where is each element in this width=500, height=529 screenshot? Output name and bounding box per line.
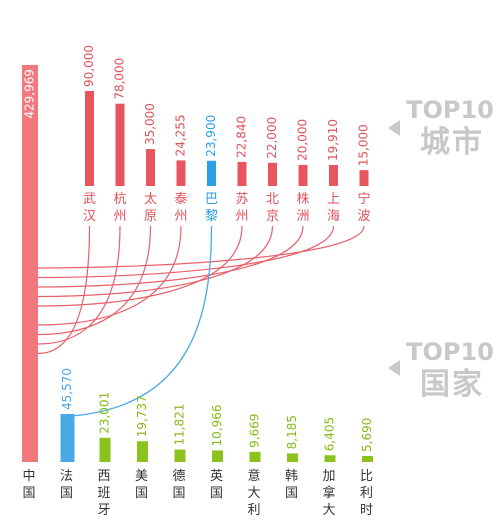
country-bar	[324, 455, 336, 462]
city-value-label: 35,000	[143, 103, 157, 145]
city-china-connector	[37, 225, 274, 298]
city-bar	[207, 160, 216, 186]
city-value-label: 90,000	[82, 45, 96, 87]
country-label: 加拿大	[322, 469, 335, 518]
badge-arrow-icon	[388, 120, 400, 136]
city-bar	[359, 170, 369, 186]
country-value-label: 23,001	[98, 392, 112, 434]
city-value-label: 20,000	[296, 119, 310, 161]
country-bar	[60, 414, 75, 462]
city-china-connector	[37, 225, 335, 279]
badge-top-label: TOP10	[406, 96, 494, 124]
country-value-label: 10,966	[210, 404, 224, 446]
city-china-connector	[37, 225, 182, 326]
city-value-label: 78,000	[113, 58, 127, 100]
city-bar	[146, 149, 155, 186]
country-value-label: 8,185	[285, 415, 299, 449]
city-bar	[237, 161, 247, 186]
country-bar	[287, 453, 298, 462]
city-bar	[298, 164, 308, 186]
country-bar	[137, 441, 148, 462]
country-bar	[174, 449, 186, 462]
city-china-connector	[37, 225, 121, 345]
paris-france-connector	[71, 225, 213, 417]
country-label: 意大利	[247, 468, 260, 518]
city-value-label: 24,255	[174, 114, 188, 156]
city-label: 巴黎	[205, 192, 218, 224]
city-china-connector	[37, 225, 91, 355]
city-value-label: 23,900	[204, 115, 218, 157]
city-value-label: 15,000	[357, 124, 371, 166]
city-china-connector	[37, 225, 152, 336]
city-label: 太原	[144, 192, 157, 224]
city-bars: 15,000 宁波 19,910 上海 20,000 株洲 22,000 北京 22,840 苏州…	[82, 45, 371, 224]
city-label: 株洲	[296, 192, 309, 224]
country-value-label: 429,969	[23, 69, 37, 119]
country-value-label: 9,669	[248, 413, 262, 447]
city-label: 苏州	[235, 191, 248, 224]
city-label: 武汉	[83, 192, 96, 224]
city-label: 杭州	[113, 192, 126, 224]
city-bar	[268, 162, 277, 186]
city-china-connector	[37, 225, 243, 307]
city-bar	[176, 160, 186, 186]
country-value-label: 45,570	[60, 368, 74, 410]
city-label: 北京	[266, 192, 279, 224]
country-label: 英国	[210, 469, 223, 501]
top10-cities-badge: TOP10 城市	[388, 96, 494, 160]
city-bar	[85, 91, 94, 186]
country-value-label: 6,405	[323, 417, 337, 451]
top10-countries-badge: TOP10 国家	[388, 338, 494, 402]
city-label: 上海	[327, 192, 340, 224]
city-china-connector	[37, 225, 304, 288]
country-bar	[99, 437, 111, 462]
country-bar	[362, 456, 373, 462]
country-bars: 429,969 中国 45,570 法国 23,001 西班牙 19,737 美国 11,821…	[22, 65, 374, 518]
country-label: 西班牙	[97, 469, 110, 518]
city-value-label: 22,000	[265, 117, 279, 159]
country-label: 比利时	[360, 469, 373, 518]
country-label: 法国	[60, 469, 73, 501]
country-bar	[22, 65, 38, 462]
country-value-label: 19,737	[135, 395, 149, 437]
city-value-label: 22,840	[235, 116, 249, 158]
city-bar	[115, 103, 125, 186]
country-label: 美国	[135, 469, 148, 501]
badge-bottom-label: 国家	[420, 367, 484, 402]
country-label: 德国	[172, 469, 185, 501]
city-label: 泰州	[174, 192, 187, 224]
country-value-label: 5,690	[360, 418, 374, 452]
country-bar	[212, 450, 223, 462]
connector-lines	[37, 225, 365, 417]
country-bar	[249, 451, 261, 462]
badge-arrow-icon	[388, 360, 400, 376]
country-label: 韩国	[285, 469, 298, 501]
badge-bottom-label: 城市	[420, 125, 484, 160]
city-value-label: 19,910	[326, 119, 340, 161]
badge-top-label: TOP10	[406, 338, 494, 366]
city-china-connector	[37, 225, 365, 269]
city-label: 宁波	[357, 191, 370, 224]
city-bar	[329, 164, 338, 186]
country-label: 中国	[22, 469, 35, 501]
country-value-label: 11,821	[173, 404, 187, 446]
